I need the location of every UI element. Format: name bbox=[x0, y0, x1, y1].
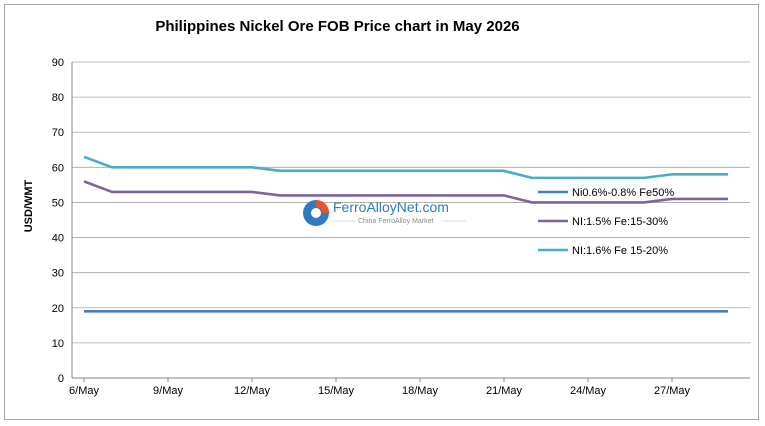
y-tick-label: 40 bbox=[52, 233, 64, 245]
chart-title: Philippines Nickel Ore FOB Price chart i… bbox=[155, 18, 520, 35]
series-line-2 bbox=[83, 155, 728, 180]
x-tick-label: 24/May bbox=[570, 385, 607, 397]
y-tick-label: 70 bbox=[52, 127, 64, 139]
x-tick-labels: 6/May 9/May 12/May 15/May 18/May 21/May 24/May… bbox=[69, 378, 691, 397]
y-tick-label: 20 bbox=[52, 303, 64, 315]
x-tick-label: 18/May bbox=[402, 385, 439, 397]
x-tick-label: 6/May bbox=[69, 385, 99, 397]
x-tick-label: 12/May bbox=[234, 385, 271, 397]
legend-entry: NI:1.5% Fe:15-30% bbox=[572, 216, 668, 228]
y-tick-label: 50 bbox=[52, 197, 64, 209]
legend: Ni0.6%-0.8% Fe50% NI:1.5% Fe:15-30% NI:1.6… bbox=[538, 187, 674, 257]
y-tick-label: 0 bbox=[58, 373, 64, 385]
watermark: FerroAlloyNet.com China FerroAlloy Marke… bbox=[303, 199, 466, 226]
x-tick-label: 21/May bbox=[486, 385, 523, 397]
y-tick-label: 60 bbox=[52, 162, 64, 174]
legend-entry: Ni0.6%-0.8% Fe50% bbox=[572, 187, 674, 199]
y-tick-labels: 0 10 20 30 40 50 60 70 80 90 bbox=[52, 57, 64, 385]
legend-entry: NI:1.6% Fe 15-20% bbox=[572, 245, 668, 257]
x-tick-label: 15/May bbox=[318, 385, 355, 397]
chart-frame bbox=[4, 4, 759, 420]
y-tick-label: 10 bbox=[52, 338, 64, 350]
y-axis-label: USD/WMT bbox=[23, 179, 35, 232]
watermark-text: FerroAlloyNet.com bbox=[333, 199, 449, 215]
x-tick-label: 27/May bbox=[654, 385, 691, 397]
y-tick-label: 90 bbox=[52, 57, 64, 69]
axes bbox=[71, 62, 750, 379]
watermark-logo-arc-icon bbox=[316, 200, 329, 213]
y-tick-label: 80 bbox=[52, 92, 64, 104]
series-line-1 bbox=[83, 180, 728, 204]
y-tick-label: 30 bbox=[52, 268, 64, 280]
series-lines bbox=[83, 155, 728, 313]
x-tick-label: 9/May bbox=[153, 385, 183, 397]
watermark-subtext: China FerroAlloy Market bbox=[358, 218, 434, 225]
